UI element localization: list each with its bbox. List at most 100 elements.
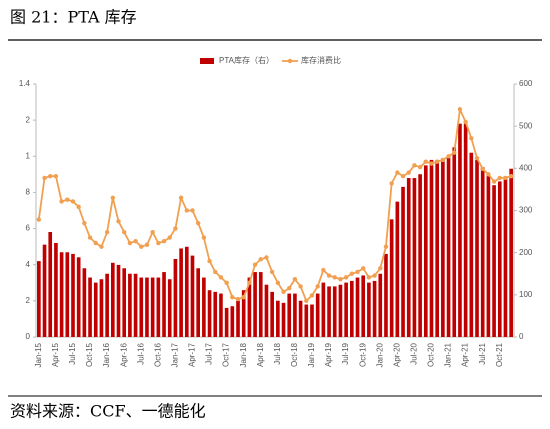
bar xyxy=(116,264,121,337)
point xyxy=(48,173,53,179)
bar xyxy=(418,174,422,337)
bar xyxy=(42,244,47,337)
point xyxy=(127,240,133,246)
bar xyxy=(111,262,115,337)
point xyxy=(82,220,87,226)
bar xyxy=(59,252,64,337)
y-tick-label: 8 xyxy=(26,188,31,197)
point xyxy=(213,269,218,275)
bar xyxy=(412,178,417,337)
point xyxy=(497,175,502,181)
point xyxy=(503,175,508,181)
x-tick-label: Oct-15 xyxy=(85,342,94,367)
bar xyxy=(429,159,434,337)
x-tick-label: Apr-19 xyxy=(324,342,333,367)
x-tick-label: Apr-16 xyxy=(119,342,128,367)
bar xyxy=(469,152,474,337)
bar xyxy=(122,268,127,337)
point xyxy=(321,267,326,273)
bar xyxy=(367,282,371,337)
x-tick-label: Jul-16 xyxy=(136,342,145,364)
legend-swatch xyxy=(287,58,293,64)
point xyxy=(508,173,514,179)
point xyxy=(122,229,127,235)
point xyxy=(343,275,349,280)
point xyxy=(366,275,372,280)
y2-tick-label: 200 xyxy=(519,248,533,257)
point xyxy=(144,242,150,248)
x-tick-label: Oct-21 xyxy=(495,342,504,367)
point xyxy=(372,273,377,278)
bar xyxy=(304,304,309,337)
point xyxy=(59,199,64,204)
bar xyxy=(128,273,132,337)
bar xyxy=(82,268,87,337)
point xyxy=(304,298,309,304)
bar xyxy=(497,181,502,337)
point xyxy=(150,229,155,235)
point xyxy=(241,295,246,300)
bar xyxy=(99,279,104,337)
point xyxy=(361,266,366,271)
point xyxy=(184,208,189,213)
point xyxy=(446,154,451,159)
x-tick-label: Apr-15 xyxy=(51,342,60,367)
bar xyxy=(48,232,53,337)
point xyxy=(355,269,360,275)
bar xyxy=(179,248,183,337)
point xyxy=(457,107,463,112)
bar xyxy=(361,275,366,337)
point xyxy=(309,293,315,298)
x-tick-label: Jan-18 xyxy=(239,342,248,367)
x-tick-label: Jul-21 xyxy=(478,342,487,364)
bar xyxy=(253,272,257,337)
point xyxy=(258,257,263,262)
bar xyxy=(310,304,314,337)
bar xyxy=(384,253,388,337)
bar xyxy=(355,277,360,337)
source: 资料来源：CCF、一德能化 xyxy=(10,402,206,421)
x-tick-label: Jul-20 xyxy=(410,342,419,364)
y-tick-label: 2 xyxy=(26,296,31,305)
bar xyxy=(173,258,178,337)
y2-tick-label: 0 xyxy=(519,332,524,341)
bar xyxy=(475,159,479,337)
point xyxy=(480,166,485,172)
point xyxy=(434,159,440,164)
y2-tick-label: 100 xyxy=(519,290,533,299)
point xyxy=(269,269,275,275)
bar xyxy=(281,302,286,337)
legend-label: 库存消费比 xyxy=(301,55,341,65)
bar xyxy=(270,291,274,337)
bar xyxy=(196,268,200,337)
point xyxy=(429,161,434,166)
x-tick-label: Apr-20 xyxy=(392,342,401,367)
x-tick-label: Jan-15 xyxy=(34,342,43,367)
y2-tick-label: 400 xyxy=(519,163,533,172)
point xyxy=(452,150,457,155)
point xyxy=(218,275,224,280)
bar xyxy=(338,284,343,337)
point xyxy=(156,240,161,246)
bar xyxy=(93,282,98,337)
x-tick-label: Jan-20 xyxy=(375,342,384,367)
bar xyxy=(145,277,149,337)
point xyxy=(264,255,269,260)
bar xyxy=(247,277,252,337)
bar xyxy=(190,255,195,337)
bar xyxy=(139,277,144,337)
bar xyxy=(105,273,109,337)
point xyxy=(207,258,212,264)
point xyxy=(400,173,406,179)
point xyxy=(139,244,144,249)
bar xyxy=(441,158,445,337)
point xyxy=(315,284,320,289)
x-tick-label: Oct-19 xyxy=(358,342,367,367)
x-tick-label: Apr-18 xyxy=(256,342,265,367)
bar xyxy=(503,176,508,337)
point xyxy=(99,244,104,249)
point xyxy=(104,229,110,235)
y-tick-label: 1 xyxy=(26,151,31,160)
bar xyxy=(230,306,235,337)
